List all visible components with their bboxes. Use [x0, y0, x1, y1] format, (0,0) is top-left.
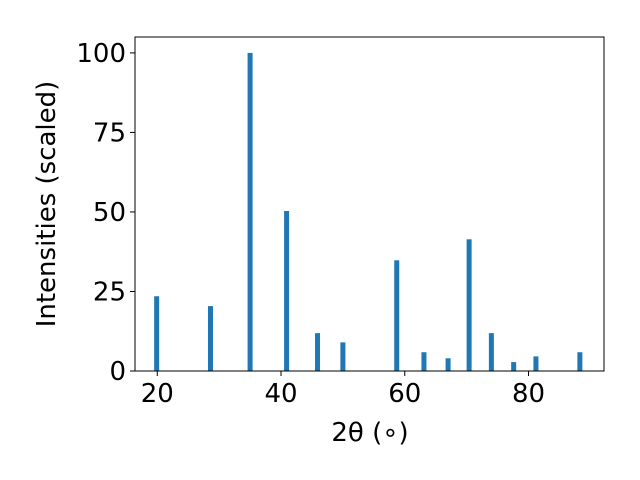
bar [284, 210, 290, 371]
bar [340, 342, 346, 371]
bar [154, 296, 160, 371]
x-tick-label: 60 [388, 379, 421, 409]
y-axis-title: Intensities (scaled) [32, 81, 62, 328]
plot-frame [134, 36, 605, 372]
x-axis-title: 2θ (∘) [331, 418, 408, 448]
x-tick-label: 20 [141, 379, 174, 409]
bar [421, 352, 427, 371]
x-tick-label: 40 [264, 379, 297, 409]
x-tick-label: 80 [512, 379, 545, 409]
bar [488, 333, 494, 371]
bars-group [154, 52, 583, 372]
y-axis-ticks: 0 25 50 75 100 [76, 39, 135, 387]
y-tick-label: 75 [93, 118, 126, 148]
bar [315, 333, 321, 371]
bar [466, 239, 472, 371]
y-tick-label: 50 [93, 198, 126, 228]
x-axis-ticks: 20 40 60 80 [141, 371, 545, 409]
bar [445, 358, 451, 371]
bar [577, 352, 583, 371]
y-tick-label: 0 [109, 357, 126, 387]
bar [533, 356, 539, 371]
bar [511, 362, 517, 371]
bar [247, 52, 253, 372]
bar [394, 260, 400, 371]
y-tick-label: 100 [76, 39, 126, 69]
y-tick-label: 25 [93, 277, 126, 307]
bar [207, 306, 213, 371]
